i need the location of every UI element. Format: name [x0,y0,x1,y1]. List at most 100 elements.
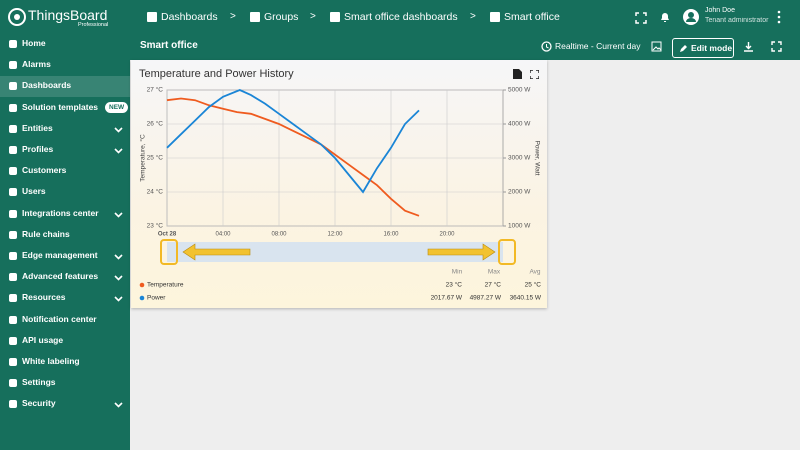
user-role: Tenant administrator [705,17,769,24]
menu-icon [9,273,17,282]
menu-item[interactable]: Resources [0,288,130,309]
pencil-icon [680,45,687,52]
menu-icon [9,315,17,324]
menu-item[interactable]: Notification center [0,310,130,331]
legend-header: Max [488,269,501,276]
menu-label: API usage [22,334,64,345]
dashboard-title: Smart office [140,40,198,51]
menu-icon [9,61,17,70]
menu-icon [9,167,17,176]
chevron[interactable] [114,252,123,261]
crumb-icon [330,12,340,22]
menu-icon [9,252,17,260]
top-bar: ThingsBoard Professional John Doe Tenant… [0,0,800,35]
menu-item[interactable]: API usage [0,331,130,352]
crumb-separator: > [470,11,476,22]
chevron[interactable] [114,273,123,282]
menu-item[interactable]: Alarms [0,55,130,76]
legend-swatch [139,295,145,301]
crumb-icon [147,12,157,22]
image-icon[interactable] [651,41,662,52]
menu-badge: NEW [105,101,129,113]
legend-value: 4987.27 W [470,295,502,302]
avatar[interactable] [682,8,700,26]
menu-item[interactable]: Users [0,182,130,203]
download-icon[interactable] [743,41,754,52]
menu-icon [9,294,17,303]
chevron[interactable] [114,210,123,219]
breadcrumb[interactable]: Smart office [504,11,560,23]
y2-tick-label: 1000 W [508,223,531,230]
edit-mode-label: Edit mode [691,43,733,53]
crumb-icon [490,12,500,22]
chevron[interactable] [114,146,123,155]
menu-item[interactable]: Integrations center [0,204,130,225]
y-tick-label: 26 °C [147,120,164,128]
sidebar: Home Alarms Dashboards Solution templates NE… [0,35,130,450]
menu-item[interactable]: Rule chains [0,225,130,246]
logo-edition: Professional [78,22,109,28]
timewindow[interactable]: Realtime - Current day [555,41,641,51]
menu-label: Notification center [22,313,97,324]
menu-item[interactable]: Profiles [0,140,130,161]
menu-label: Users [22,186,46,197]
edit-mode-button[interactable]: Edit mode [672,38,734,58]
notifications-icon[interactable] [659,11,671,23]
clock-icon [541,41,552,52]
legend-value: 2017.67 W [431,295,463,302]
chevron[interactable] [114,294,123,303]
crumb-separator: > [230,11,236,22]
legend-swatch [139,282,145,288]
legend-header: Avg [529,269,540,276]
legend-value: 3640.15 W [510,295,542,302]
menu-label: Alarms [22,59,51,70]
crumb-separator: > [310,11,316,22]
logo-name: ThingsBoard [28,7,108,23]
more-icon[interactable] [776,10,782,24]
expand-icon[interactable] [771,41,782,52]
menu-label: Settings [22,377,56,388]
menu-icon [9,379,17,388]
range-arrow [182,243,251,261]
breadcrumb[interactable]: Groups [264,11,299,23]
menu-label: Security [22,398,56,409]
menu-item[interactable]: Entities [0,119,130,140]
x-tick-label: 20:00 [439,232,455,238]
menu-item[interactable]: White labeling [0,352,130,373]
legend-label: Power [147,295,166,302]
series-line [166,97,420,217]
y2-tick-label: 4000 W [508,121,531,128]
widget-title: Temperature and Power History [139,68,294,80]
menu-label: Customers [22,165,67,176]
breadcrumb[interactable]: Dashboards [161,11,218,23]
y-tick-label: 23 °C [147,222,164,230]
menu-item[interactable]: Edge management [0,246,130,267]
menu-item[interactable]: Customers [0,161,130,182]
legend-value: 23 °C [446,281,463,289]
chart: 27 °C 26 °C 25 °C 24 °C 23 °C 5000 W 4000 W 300… [139,86,542,302]
chevron[interactable] [114,400,123,409]
menu-icon [9,358,17,366]
chevron[interactable] [114,125,123,134]
menu-icon [9,103,17,112]
menu-item[interactable]: Solution templates NEW [0,98,130,119]
breadcrumb[interactable]: Smart office dashboards [344,11,458,23]
menu-label: Advanced features [22,271,99,282]
y2-tick-label: 5000 W [508,87,531,94]
menu-item[interactable]: Security [0,394,130,415]
menu-item[interactable]: Dashboards [0,76,130,98]
menu-item[interactable]: Home [0,34,130,55]
x-tick-label: Oct 28 [158,232,177,238]
menu-label: Resources [22,292,66,303]
range-band [167,242,503,262]
export-icon[interactable] [513,69,522,79]
menu-label: Rule chains [22,228,70,239]
fullscreen-icon[interactable] [635,12,647,24]
menu-icon [9,209,17,218]
x-tick-label: 08:00 [271,232,287,238]
y-axis-label: Temperature, °C [139,134,147,182]
menu-item[interactable]: Settings [0,373,130,394]
range-handle [498,239,516,265]
menu-item[interactable]: Advanced features [0,267,130,288]
legend-value: 25 °C [525,281,542,289]
